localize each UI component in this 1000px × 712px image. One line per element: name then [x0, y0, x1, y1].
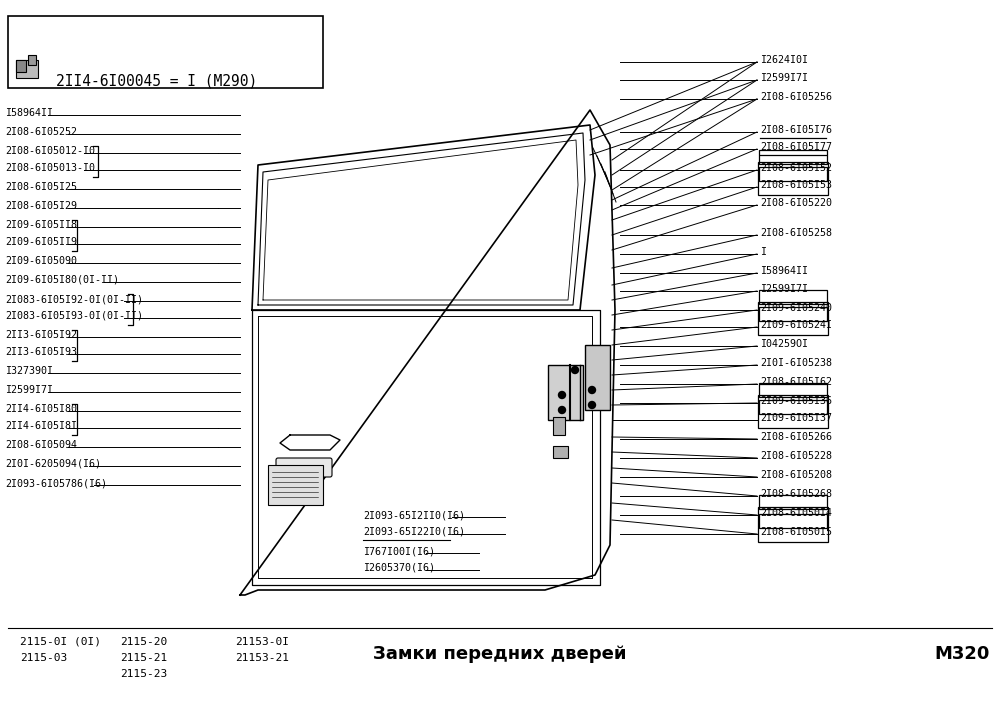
Bar [758, 302, 828, 335]
Bar [548, 365, 583, 420]
Text: 2I083-6I05I93-0I(0I-II): 2I083-6I05I93-0I(0I-II) [5, 311, 143, 321]
Text: 2I08-6I05I25: 2I08-6I05I25 [5, 182, 77, 192]
Text: 2I08-6I05208: 2I08-6I05208 [760, 470, 832, 480]
Text: 2II4-6I00045 = I (М290): 2II4-6I00045 = I (М290) [56, 74, 257, 89]
Text: 2I08-6I05I52: 2I08-6I05I52 [760, 163, 832, 173]
Text: 2I09-6I05I80(0I-II): 2I09-6I05I80(0I-II) [5, 275, 119, 285]
Text: М320: М320 [935, 645, 990, 663]
Text: 2I08-6I05252: 2I08-6I05252 [5, 127, 77, 137]
Circle shape [558, 407, 566, 414]
Text: I2605370(I6): I2605370(I6) [363, 563, 435, 573]
Bar [759, 400, 827, 414]
Text: Замки передних дверей: Замки передних дверей [373, 645, 627, 663]
Text: 2I093-65I2II0(I6): 2I093-65I2II0(I6) [363, 510, 465, 520]
Text: I: I [760, 247, 766, 257]
Text: 2I08-6I05012-I0: 2I08-6I05012-I0 [5, 146, 95, 156]
Bar [759, 383, 827, 397]
Bar [268, 465, 323, 505]
Text: 2115-21: 2115-21 [120, 653, 167, 663]
FancyBboxPatch shape [276, 458, 332, 477]
Text: I767I00I(I6): I767I00I(I6) [363, 546, 435, 556]
Circle shape [558, 392, 566, 399]
Bar [758, 162, 828, 195]
Text: 2I08-6I05268: 2I08-6I05268 [760, 489, 832, 499]
Text: 2I08-6I05258: 2I08-6I05258 [760, 228, 832, 238]
Bar [758, 507, 828, 542]
Bar [8, 16, 323, 88]
Text: 2II4-6I05I8I: 2II4-6I05I8I [5, 421, 77, 431]
Text: I2599I7I: I2599I7I [5, 385, 53, 395]
Bar [585, 345, 610, 410]
Text: 2I08-6I05256: 2I08-6I05256 [760, 92, 832, 102]
Circle shape [588, 402, 596, 409]
Text: I58964II: I58964II [5, 108, 53, 118]
Bar [553, 417, 565, 435]
Text: 2I08-6I05I62: 2I08-6I05I62 [760, 377, 832, 387]
Polygon shape [240, 110, 615, 595]
Bar [759, 150, 827, 164]
Text: 2I08-6I05266: 2I08-6I05266 [760, 432, 832, 442]
Text: I58964II: I58964II [760, 266, 808, 276]
Text: 2I08-6I050I5: 2I08-6I050I5 [760, 527, 832, 537]
Text: 2I09-6I05II9: 2I09-6I05II9 [5, 237, 77, 247]
Text: 2I09-6I05240: 2I09-6I05240 [760, 303, 832, 313]
Text: 2I08-6I05I29: 2I08-6I05I29 [5, 201, 77, 211]
Text: 21153-21: 21153-21 [235, 653, 289, 663]
Text: 2I09-6I05II8: 2I09-6I05II8 [5, 220, 77, 230]
Text: 2I08-6I05228: 2I08-6I05228 [760, 451, 832, 461]
Text: 2I09-6I0524I: 2I09-6I0524I [760, 320, 832, 330]
Bar [758, 395, 828, 428]
Text: 2I093-6I05786(I6): 2I093-6I05786(I6) [5, 478, 107, 488]
Bar [28, 55, 36, 65]
Text: 2115-03: 2115-03 [20, 653, 67, 663]
Text: 2II3-6I05I92: 2II3-6I05I92 [5, 330, 77, 340]
Text: I2599I7I: I2599I7I [760, 284, 808, 294]
Text: 2115-23: 2115-23 [120, 669, 167, 679]
Text: 2I083-6I05I92-0I(0I-II): 2I083-6I05I92-0I(0I-II) [5, 294, 143, 304]
Text: 2I0I-6205094(I6): 2I0I-6205094(I6) [5, 459, 101, 469]
Text: 2I093-65I22I0(I6): 2I093-65I22I0(I6) [363, 527, 465, 537]
Circle shape [572, 367, 578, 374]
Text: 2I08-6I050I4: 2I08-6I050I4 [760, 508, 832, 518]
Text: 2115-20: 2115-20 [120, 637, 167, 647]
Text: 2I08-6I05I76: 2I08-6I05I76 [760, 125, 832, 135]
Text: I04259OI: I04259OI [760, 339, 808, 349]
Text: I327390I: I327390I [5, 366, 53, 376]
Text: 2I0I-6I05238: 2I0I-6I05238 [760, 358, 832, 368]
Bar [759, 307, 827, 321]
Bar [759, 514, 827, 528]
Text: 2I09-6I05090: 2I09-6I05090 [5, 256, 77, 266]
Text: 2I08-6I05220: 2I08-6I05220 [760, 198, 832, 208]
Circle shape [588, 387, 596, 394]
Bar [553, 446, 568, 458]
Bar [759, 167, 827, 181]
Text: 2I09-6I05I36: 2I09-6I05I36 [760, 396, 832, 406]
Text: 2I08-6I05I77: 2I08-6I05I77 [760, 142, 832, 152]
Text: I2624I0I: I2624I0I [760, 55, 808, 65]
Text: 2II4-6I05I80: 2II4-6I05I80 [5, 404, 77, 414]
Text: 2115-0I (0I): 2115-0I (0I) [20, 637, 101, 647]
Text: 2I08-6I05094: 2I08-6I05094 [5, 440, 77, 450]
Text: 21153-0I: 21153-0I [235, 637, 289, 647]
Bar [16, 60, 26, 72]
Bar [759, 495, 827, 509]
Text: 2I09-6I05I37: 2I09-6I05I37 [760, 413, 832, 423]
Bar [759, 290, 827, 304]
Text: I2599I7I: I2599I7I [760, 73, 808, 83]
Bar [16, 60, 38, 78]
Text: 2I08-6I05I53: 2I08-6I05I53 [760, 180, 832, 190]
Text: 2II3-6I05I93: 2II3-6I05I93 [5, 347, 77, 357]
Text: 2I08-6I05013-I0: 2I08-6I05013-I0 [5, 163, 95, 173]
